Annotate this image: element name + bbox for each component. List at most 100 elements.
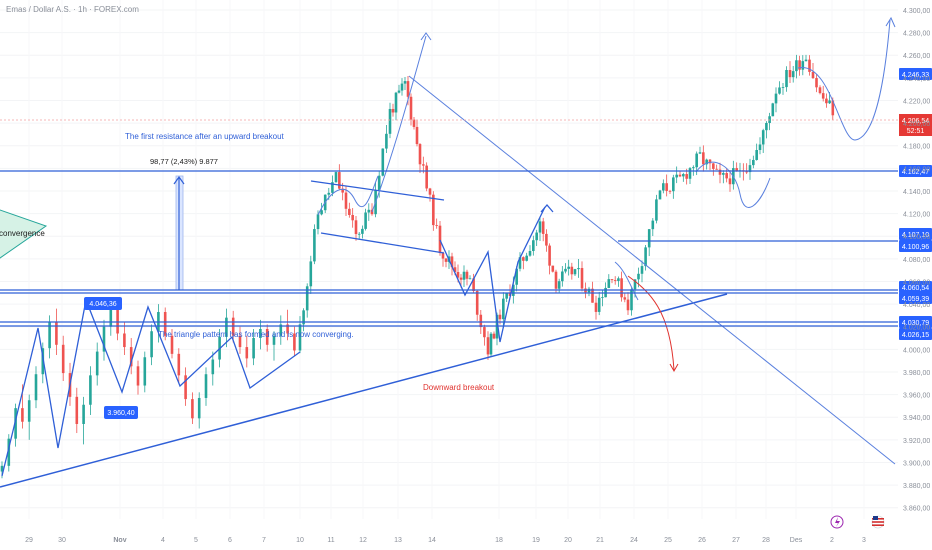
tag-high[interactable]: 4.046,36 <box>84 297 122 310</box>
candle <box>41 342 45 384</box>
candle <box>34 366 38 409</box>
y-tick-label: 3.960,00 <box>903 393 930 400</box>
level-price-label[interactable]: 4.030,79 <box>899 316 932 328</box>
candle <box>61 335 65 382</box>
candle-body <box>515 268 518 285</box>
candle-body <box>498 314 502 320</box>
candle-body <box>685 174 688 179</box>
candle <box>532 235 535 256</box>
candle-body <box>41 348 45 375</box>
candle <box>400 78 404 96</box>
convergence-shape[interactable] <box>0 209 48 259</box>
candle <box>715 164 718 170</box>
convergence-label: convergence <box>0 229 45 238</box>
candle-body <box>305 286 309 311</box>
candle-body <box>82 404 85 424</box>
candle-body <box>486 337 490 355</box>
flag-lower-line[interactable] <box>320 232 445 254</box>
candle-body <box>623 297 627 300</box>
candle <box>293 326 296 357</box>
candle-body <box>472 278 475 292</box>
candle-body <box>400 83 404 91</box>
candle <box>225 308 228 348</box>
y-tick-label: 4.220,00 <box>903 98 930 105</box>
downward-projection <box>627 275 675 371</box>
candle <box>444 257 448 268</box>
candle-body <box>327 192 331 195</box>
price-label[interactable]: 4.246,33 <box>899 68 932 80</box>
x-axis[interactable]: 29 30 Nov 4 5 6 7 10 11 12 13 14 18 19 20 21 24 25 26 27 28 D… <box>25 537 866 544</box>
y-tick-label: 4.200,00 <box>903 121 930 128</box>
candle-body <box>778 87 781 94</box>
zigzag-path-2 <box>439 206 546 343</box>
candle-body <box>725 173 728 179</box>
y-tick-label: 4.000,00 <box>903 347 930 354</box>
candle <box>279 315 283 345</box>
level-label-bg <box>899 165 932 177</box>
candle <box>231 310 235 343</box>
x-tick-label: 18 <box>495 537 503 544</box>
candle-body <box>561 271 564 282</box>
current-price-label[interactable]: 4.206,54 52:51 <box>899 114 932 136</box>
candle-body <box>397 90 401 93</box>
candle <box>334 171 338 183</box>
candle-body <box>620 278 623 298</box>
candle <box>725 167 728 183</box>
x-tick-label: Nov <box>113 537 126 544</box>
candle-body <box>475 291 479 315</box>
candle <box>781 82 785 95</box>
candle-body <box>102 326 106 352</box>
candle-body <box>828 100 831 104</box>
candle <box>7 434 11 472</box>
y-tick-label: 4.080,00 <box>903 257 930 264</box>
candle <box>551 265 555 273</box>
level-label-text: 4.107,10 <box>902 232 929 239</box>
candle-body <box>728 178 732 185</box>
candle <box>361 225 364 239</box>
candle <box>815 74 818 93</box>
candle <box>197 392 201 429</box>
candle <box>259 319 262 350</box>
level-label-bg <box>899 228 932 240</box>
level-price-label[interactable]: 4.107,10 <box>899 228 932 240</box>
candle-body <box>412 119 416 127</box>
candle-body <box>129 347 133 367</box>
candle-body <box>752 159 755 166</box>
candle-body <box>361 228 364 234</box>
candle <box>27 394 31 440</box>
candle-body <box>551 265 555 272</box>
candle <box>795 54 798 79</box>
candle <box>808 55 811 76</box>
candle <box>462 265 466 288</box>
candle-body <box>532 240 535 252</box>
level-price-label[interactable]: 4.100,96 <box>899 240 932 252</box>
us-flag-icon[interactable] <box>871 515 885 529</box>
level-price-label[interactable]: 4.060,54 <box>899 281 932 293</box>
candle-body <box>668 190 672 192</box>
candle-body <box>522 257 525 261</box>
candle-body <box>21 408 24 422</box>
candle <box>735 162 738 172</box>
flag-upper-line[interactable] <box>310 180 445 201</box>
consolidation-arc <box>695 161 771 208</box>
tag-low[interactable]: 3.960,40 <box>104 406 138 419</box>
candle-body <box>351 214 354 221</box>
candle-body <box>825 98 828 104</box>
candle <box>702 145 705 172</box>
lightning-glyph <box>835 517 840 527</box>
candle <box>265 324 269 352</box>
candle <box>548 243 551 275</box>
candle <box>272 331 276 361</box>
level-price-label[interactable]: 4.162,47 <box>899 165 932 177</box>
candle-body <box>808 59 811 72</box>
candle-body <box>406 81 410 97</box>
y-axis[interactable]: 4.300,00 4.280,00 4.260,00 4.240,00 4.220,00… <box>903 8 930 513</box>
falling-resistance-trendline[interactable] <box>408 75 896 465</box>
candle-body <box>781 87 785 88</box>
candle <box>394 91 398 121</box>
level-price-label[interactable]: 4.059,39 <box>899 292 932 304</box>
level-price-label[interactable]: 4.026,15 <box>899 328 932 340</box>
triangle-note: The triangle pattern has formed and is n… <box>158 330 354 339</box>
